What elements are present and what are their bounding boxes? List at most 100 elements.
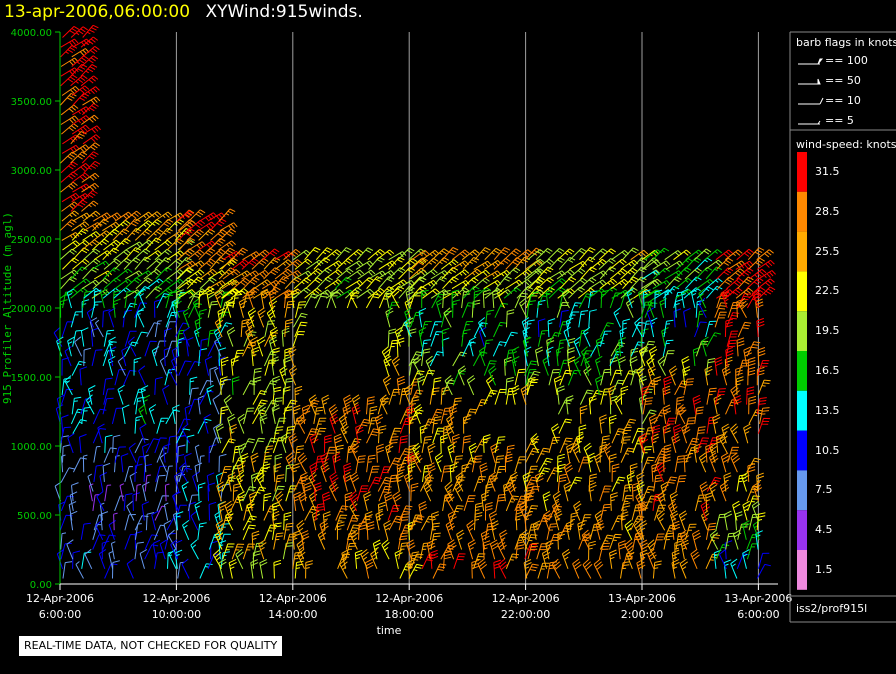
wind-barb (682, 366, 691, 386)
wind-barb (708, 481, 718, 502)
wind-barb (102, 397, 114, 415)
wind-barb (178, 227, 195, 241)
wind-barb (304, 247, 321, 261)
wind-barb (409, 389, 424, 405)
wind-barb (62, 561, 73, 579)
wind-barb (144, 340, 157, 357)
y-tick-label: 3000.00 (11, 166, 52, 177)
x-tick-label-time: 14:00:00 (268, 608, 317, 621)
wind-barb (536, 543, 549, 560)
wind-barb (122, 309, 132, 328)
wind-barb (128, 442, 137, 463)
wind-barb (694, 406, 704, 424)
wind-barb (188, 387, 199, 405)
wind-barb (490, 442, 500, 463)
wind-barb (66, 288, 75, 309)
wind-barb (213, 326, 222, 347)
wind-barb (232, 277, 250, 290)
wind-barb (472, 269, 490, 280)
x-tick-label-date: 13-Apr-2006 (608, 592, 676, 605)
wind-barb (305, 560, 313, 579)
wind-barb (440, 434, 448, 453)
wind-barb (652, 560, 662, 579)
wind-barb (436, 297, 444, 318)
wind-barb (389, 279, 408, 290)
wind-barb (403, 384, 412, 405)
wind-barb (60, 467, 76, 483)
wind-barb (427, 442, 436, 463)
wind-barb (172, 404, 180, 424)
wind-barb (177, 561, 185, 579)
wind-barb (692, 529, 702, 550)
wind-barb (638, 433, 649, 454)
wind-barb (484, 483, 494, 502)
wind-barb (262, 492, 272, 511)
wind-barb (396, 463, 405, 482)
speed-legend-label: 1.5 (815, 562, 833, 576)
wind-barb (713, 549, 722, 569)
wind-barb (494, 466, 506, 483)
wind-barb (163, 502, 169, 521)
wind-barb (198, 228, 216, 241)
wind-barb (253, 399, 268, 415)
wind-barb (383, 520, 392, 540)
wind-barb (100, 288, 109, 309)
wind-barb (598, 542, 611, 560)
wind-barb (738, 297, 749, 318)
wind-barb (676, 404, 687, 425)
wind-barb (635, 491, 646, 512)
speed-legend-label: 16.5 (815, 363, 840, 377)
wind-barb (447, 442, 456, 463)
wind-barb (563, 481, 572, 502)
wind-barb (82, 125, 101, 135)
wind-barb (736, 337, 745, 357)
wind-barb (417, 375, 426, 395)
wind-barb (746, 386, 755, 405)
wind-barb (588, 395, 597, 415)
wind-barb (314, 417, 327, 434)
wind-barb (221, 438, 236, 454)
wind-barb (245, 317, 255, 338)
wind-barb (751, 288, 762, 309)
wind-barb (558, 256, 576, 270)
wind-barb (746, 293, 762, 309)
wind-barb (134, 302, 148, 318)
wind-barb (520, 529, 529, 550)
wind-barb (652, 533, 665, 550)
wind-barb (293, 277, 312, 290)
wind-barb (199, 563, 213, 579)
wind-barb (660, 481, 669, 502)
wind-barb (493, 321, 507, 338)
wind-barb (305, 277, 323, 290)
wind-barb (124, 218, 141, 232)
wind-barb (80, 190, 98, 203)
wind-barb (706, 416, 717, 434)
wind-barb (737, 321, 752, 338)
wind-barb (70, 74, 88, 87)
wind-barb (490, 520, 499, 540)
wind-barb (60, 171, 78, 183)
wind-barb (62, 25, 80, 38)
wind-barb (103, 239, 121, 251)
wind-barb (527, 258, 545, 270)
wind-barb (600, 435, 610, 453)
wind-barb (578, 424, 587, 444)
x-tick-label-time: 2:00:00 (621, 608, 663, 621)
wind-barb (696, 310, 707, 328)
wind-barb (651, 462, 660, 482)
wind-barb (250, 452, 259, 473)
wind-barb (736, 248, 754, 261)
wind-barb (398, 513, 410, 531)
wind-barb (194, 500, 202, 521)
wind-barb (111, 407, 124, 425)
wind-barb (124, 466, 134, 483)
wind-barb (264, 359, 276, 376)
wind-barb (272, 397, 283, 415)
wind-barb (215, 519, 225, 540)
wind-barb (138, 365, 146, 386)
wind-barb (178, 462, 188, 483)
wind-barb (194, 444, 200, 463)
wind-barb (671, 520, 681, 540)
wind-barb (513, 278, 532, 290)
wind-barb (336, 521, 345, 540)
